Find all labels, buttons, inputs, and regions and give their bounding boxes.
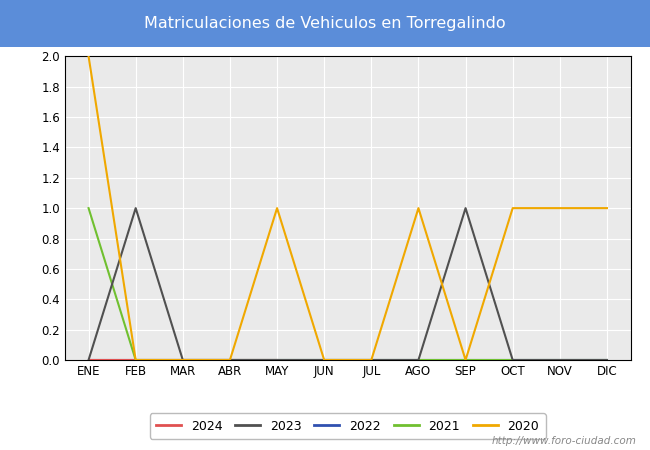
Legend: 2024, 2023, 2022, 2021, 2020: 2024, 2023, 2022, 2021, 2020 xyxy=(150,413,545,439)
Text: http://www.foro-ciudad.com: http://www.foro-ciudad.com xyxy=(492,436,637,446)
Text: Matriculaciones de Vehiculos en Torregalindo: Matriculaciones de Vehiculos en Torregal… xyxy=(144,16,506,31)
